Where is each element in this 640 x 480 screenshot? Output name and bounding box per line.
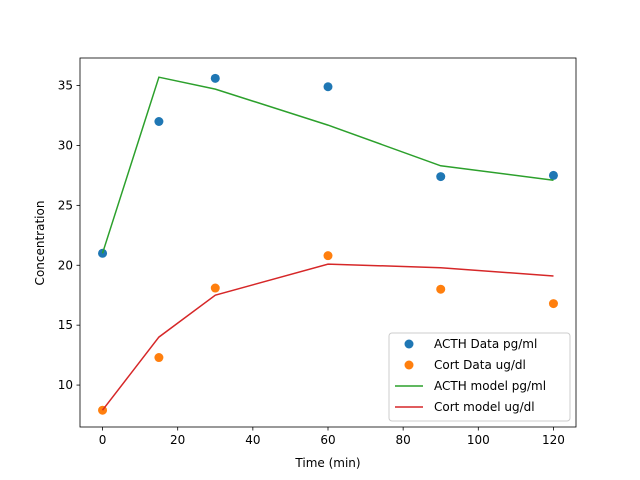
cort-data-ug-dl-point: [436, 284, 446, 294]
cort-data-ug-dl-legend-label: Cort Data ug/dl: [434, 358, 526, 372]
x-axis-label: Time (min): [294, 456, 360, 470]
x-axis-ticks: 0 20 40 60 80 100 120: [99, 427, 565, 447]
y-tick-label: 30: [58, 138, 73, 152]
acth-data-pg-ml-legend-label: ACTH Data pg/ml: [434, 337, 537, 351]
y-tick-label: 15: [58, 318, 73, 332]
cort-data-ug-dl-point: [210, 283, 220, 293]
x-tick-label: 20: [170, 433, 185, 447]
acth-data-pg-ml-point: [210, 73, 220, 83]
y-axis-ticks: 10 15 20 25 30 35: [58, 79, 80, 392]
cort-data-ug-dl-legend-swatch: [404, 360, 414, 370]
acth-model-pg-ml-legend-label: ACTH model pg/ml: [434, 379, 546, 393]
acth-data-pg-ml-point: [548, 170, 558, 180]
x-tick-label: 120: [542, 433, 565, 447]
cort-data-ug-dl-point: [323, 251, 333, 261]
x-tick-label: 100: [467, 433, 490, 447]
legend: ACTH Data pg/ml Cort Data ug/dl ACTH model…: [388, 332, 571, 422]
cort-model-ug-dl-line: [101, 263, 554, 411]
acth-data-pg-ml-legend-swatch: [404, 339, 414, 349]
acth-data-pg-ml-point: [436, 172, 446, 182]
y-tick-label: 35: [58, 79, 73, 93]
x-tick-label: 0: [99, 433, 107, 447]
acth-model-pg-ml-line: [101, 76, 554, 254]
acth-data-pg-ml-point: [323, 82, 333, 92]
legend-box: [388, 332, 571, 422]
cort-data-ug-dl-point: [548, 299, 558, 309]
cort-model-ug-dl-legend-label: Cort model ug/dl: [434, 400, 535, 414]
plot-marks: [98, 73, 558, 415]
y-axis-label: Concentration: [33, 201, 47, 286]
y-tick-label: 25: [58, 198, 73, 212]
y-tick-label: 20: [58, 258, 73, 272]
y-tick-label: 10: [58, 378, 73, 392]
x-tick-label: 60: [320, 433, 335, 447]
x-tick-label: 40: [245, 433, 260, 447]
acth-data-pg-ml-point: [154, 116, 164, 126]
cort-data-ug-dl-point: [154, 353, 164, 363]
x-tick-label: 80: [396, 433, 411, 447]
